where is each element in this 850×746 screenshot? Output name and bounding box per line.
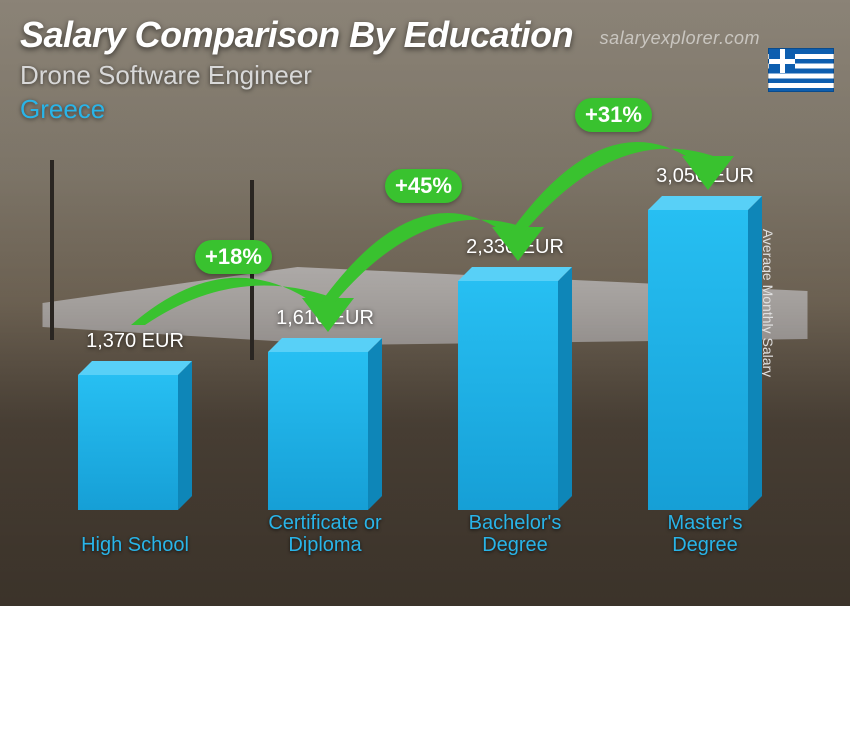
increase-percent: +31% — [575, 98, 652, 132]
greece-flag-icon — [768, 48, 834, 92]
page-title: Salary Comparison By Education — [20, 14, 573, 56]
watermark-text: salaryexplorer.com — [600, 28, 760, 49]
arrow-icon — [40, 140, 850, 746]
country-name: Greece — [20, 94, 105, 125]
bar-chart: 1,370 EURHigh School1,610 EURCertificate… — [40, 140, 800, 556]
infographic-container: Salary Comparison By Education Drone Sof… — [0, 0, 850, 606]
job-title: Drone Software Engineer — [20, 60, 312, 91]
